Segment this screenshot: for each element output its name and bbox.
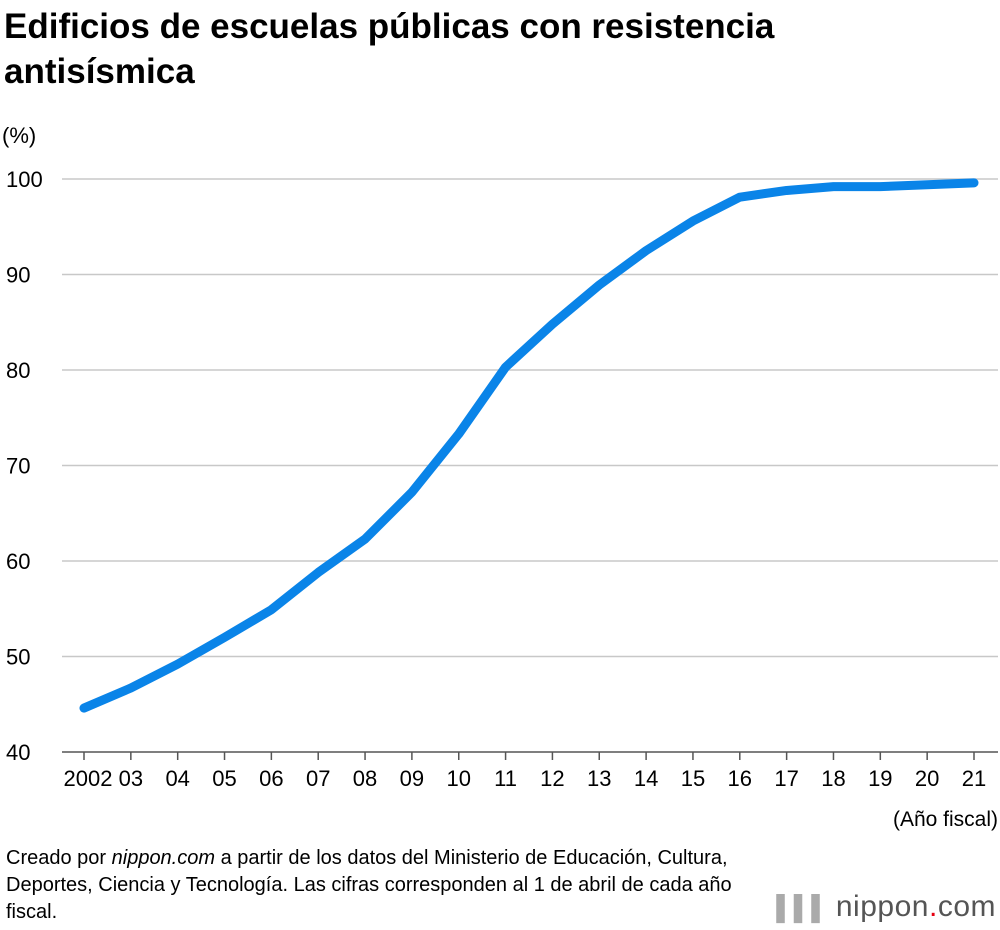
x-tick-label: 10 [446, 766, 470, 791]
x-tick-label: 16 [728, 766, 752, 791]
y-tick-label: 80 [6, 358, 30, 383]
x-tick-label: 03 [119, 766, 143, 791]
y-tick-label: 50 [6, 645, 30, 670]
note-brand: nippon.com [111, 847, 216, 869]
logo-name: nippon [835, 890, 929, 923]
note-prefix: Creado por [6, 847, 112, 869]
x-axis-label: (Año fiscal) [893, 808, 998, 831]
nippon-logo: ▌▌▌ nippon.com [776, 890, 996, 923]
x-tick-label: 09 [400, 766, 424, 791]
x-tick-label: 05 [212, 766, 236, 791]
y-tick-label: 90 [6, 263, 30, 288]
y-tick-label: 40 [6, 740, 30, 765]
x-tick-label: 07 [306, 766, 330, 791]
source-note: Creado por nippon.com a partir de los da… [6, 845, 746, 926]
x-tick-label: 13 [587, 766, 611, 791]
y-axis-label: (%) [2, 123, 36, 148]
y-tick-label: 70 [6, 454, 30, 479]
x-tick-label: 20 [915, 766, 939, 791]
logo-dot: . [928, 890, 938, 923]
x-tick-label: 19 [868, 766, 892, 791]
chart-title: Edificios de escuelas públicas con resis… [4, 7, 775, 91]
x-tick-label: 18 [821, 766, 845, 791]
x-tick-label: 17 [774, 766, 798, 791]
x-tick-label: 14 [634, 766, 658, 791]
data-line [79, 178, 979, 713]
logo-tld: com [937, 890, 996, 923]
x-tick-label: 21 [962, 766, 986, 791]
x-tick-label: 12 [540, 766, 564, 791]
x-tick-label: 15 [681, 766, 705, 791]
y-tick-label: 60 [6, 549, 30, 574]
note-rest: a partir de los datos del Ministerio de … [6, 847, 732, 923]
x-tick-label: 04 [165, 766, 189, 791]
x-tick-label: 08 [353, 766, 377, 791]
x-tick-label: 2002 [64, 766, 113, 791]
x-tick-label: 11 [494, 766, 517, 791]
y-tick-label: 100 [6, 167, 43, 192]
x-tick-label: 06 [259, 766, 283, 791]
